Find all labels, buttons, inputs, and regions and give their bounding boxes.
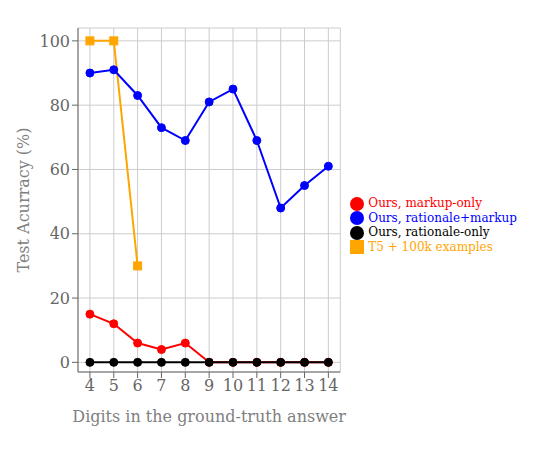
svg-text:8: 8: [180, 376, 190, 395]
svg-text:11: 11: [247, 376, 267, 395]
svg-text:10: 10: [223, 376, 243, 395]
svg-text:7: 7: [156, 376, 166, 395]
svg-text:0: 0: [60, 353, 70, 372]
html-text:Ours, rationale+markup: Ours, rationale+markup: [368, 210, 517, 225]
html-text:T5 + 100k examples: T5 + 100k examples: [368, 239, 493, 254]
svg-text:60: 60: [50, 160, 70, 179]
svg-text:12: 12: [271, 376, 291, 395]
svg-text:Digits in the ground-truth ans: Digits in the ground-truth answer: [72, 407, 346, 426]
svg-text:100: 100: [39, 32, 70, 51]
svg-text:Test Acurracy (%): Test Acurracy (%): [14, 127, 33, 272]
html-text:Ours, rationale-only: Ours, rationale-only: [368, 225, 490, 239]
svg-text:9: 9: [204, 376, 214, 395]
svg-text:40: 40: [50, 224, 70, 243]
svg-text:4: 4: [85, 376, 95, 395]
svg-text:13: 13: [294, 376, 314, 395]
svg-text:6: 6: [133, 376, 143, 395]
svg-text:20: 20: [50, 289, 70, 308]
svg-text:5: 5: [109, 376, 119, 395]
svg-text:80: 80: [50, 96, 70, 115]
html-text:Ours, markup-only: Ours, markup-only: [368, 196, 482, 210]
svg-text:14: 14: [318, 376, 338, 395]
